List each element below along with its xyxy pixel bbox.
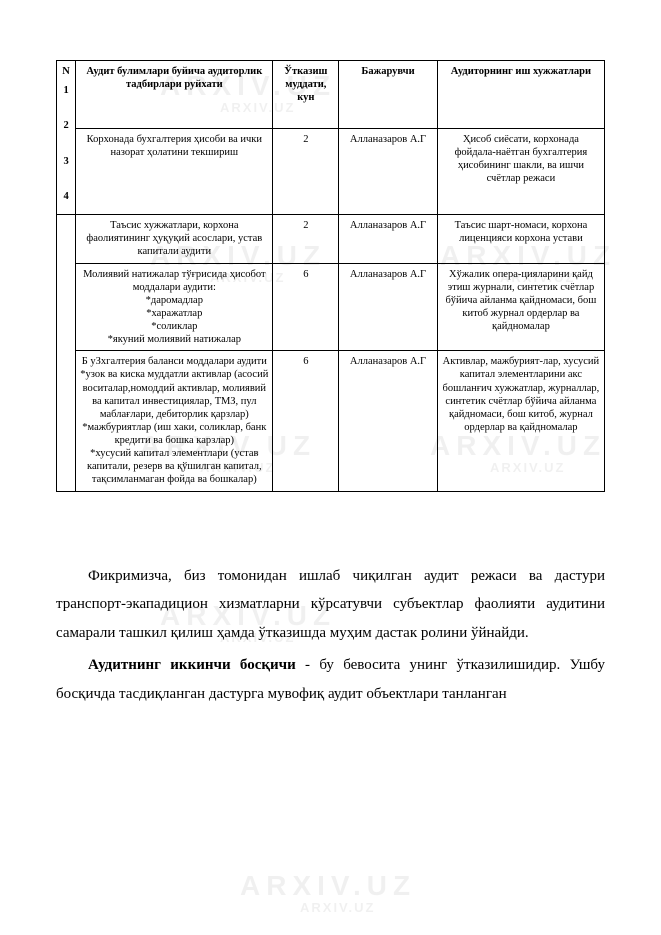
cell-days: 2 <box>273 128 339 214</box>
body-text: Фикримизча, биз томонидан ишлаб чиқилган… <box>56 562 605 709</box>
table-row: Молиявий натижалар тўғрисида ҳисобот мод… <box>57 263 605 351</box>
cell-docs: Таъсис шарт-номаси, корхона лиценцияси к… <box>437 215 604 263</box>
table-row: Б уЗхгалтерия баланси моддалари аудити *… <box>57 351 605 491</box>
number-col-empty <box>57 215 76 263</box>
header-n: N <box>61 65 71 78</box>
cell-docs: Хўжалик опера-цияларини қайд этиш журнал… <box>437 263 604 351</box>
watermark-sub: ARXIV.UZ <box>300 900 375 915</box>
row-number: 3 <box>61 149 71 175</box>
table-header-row: N 1 2 3 4 Аудит булимлари буйича аудитор… <box>57 61 605 129</box>
paragraph-2-bold: Аудитнинг иккинчи босқичи <box>88 657 296 673</box>
cell-activity: Таъсис хужжатлари, корхона фаолиятининг … <box>76 215 273 263</box>
header-executor: Бажарувчи <box>339 61 438 129</box>
paragraph-1: Фикримизча, биз томонидан ишлаб чиқилган… <box>56 562 605 648</box>
cell-days: 2 <box>273 215 339 263</box>
page: N 1 2 3 4 Аудит булимлари буйича аудитор… <box>0 0 661 752</box>
cell-executor: Алланазаров А.Г <box>339 351 438 491</box>
cell-docs: Активлар, мажбурият-лар, хусусий капитал… <box>437 351 604 491</box>
row-number: 1 <box>61 78 71 104</box>
header-docs: Аудиторнинг иш хужжатлари <box>437 61 604 129</box>
number-col-empty <box>57 263 76 351</box>
cell-days: 6 <box>273 351 339 491</box>
cell-executor: Алланазаров А.Г <box>339 263 438 351</box>
cell-docs: Ҳисоб сиёсати, корхонада фойдала-наётган… <box>437 128 604 214</box>
col-n: N 1 2 3 4 <box>57 61 76 215</box>
cell-executor: Алланазаров А.Г <box>339 128 438 214</box>
audit-table: N 1 2 3 4 Аудит булимлари буйича аудитор… <box>56 60 605 492</box>
cell-executor: Алланазаров А.Г <box>339 215 438 263</box>
table-row: Таъсис хужжатлари, корхона фаолиятининг … <box>57 215 605 263</box>
number-stack: 1 2 3 4 <box>61 78 71 210</box>
cell-activity: Б уЗхгалтерия баланси моддалари аудити *… <box>76 351 273 491</box>
cell-activity: Молиявий натижалар тўғрисида ҳисобот мод… <box>76 263 273 351</box>
cell-activity: Корхонада бухгалтерия ҳисоби ва ички наз… <box>76 128 273 214</box>
row-number: 4 <box>61 184 71 210</box>
watermark: ARXIV.UZ <box>240 870 416 902</box>
cell-days: 6 <box>273 263 339 351</box>
header-activities: Аудит булимлари буйича аудиторлик тадбир… <box>76 61 273 129</box>
number-col-empty <box>57 351 76 491</box>
table-row: Корхонада бухгалтерия ҳисоби ва ички наз… <box>57 128 605 214</box>
header-days: Ўтказиш муддати, кун <box>273 61 339 129</box>
paragraph-2: Аудитнинг иккинчи босқичи - бу бевосита … <box>56 651 605 708</box>
row-number: 2 <box>61 113 71 139</box>
